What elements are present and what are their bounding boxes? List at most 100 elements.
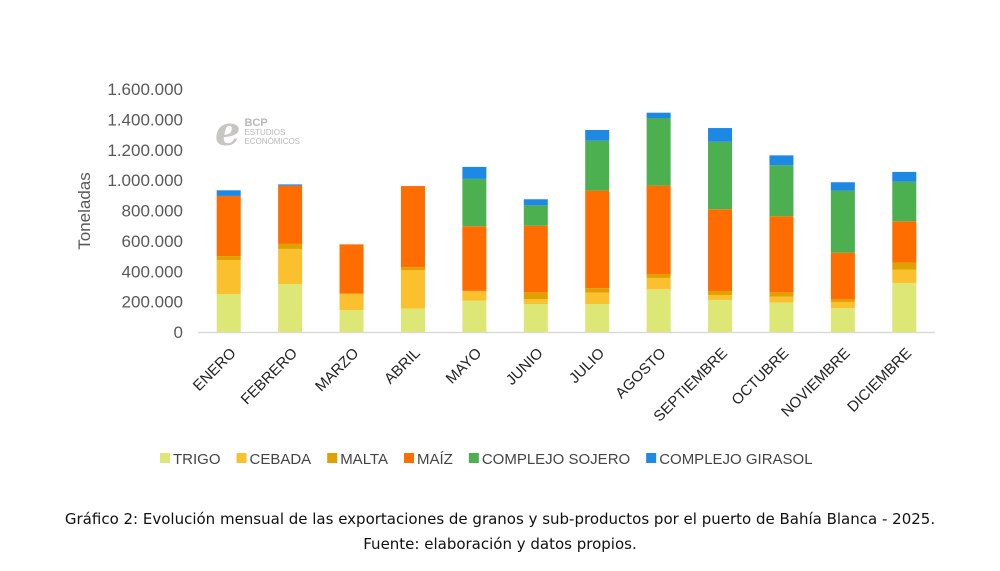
bar-segment: [892, 171, 917, 182]
x-tick-label: OCTUBRE: [728, 345, 792, 409]
bar-segment: [462, 300, 487, 332]
bar-segment: [708, 294, 733, 300]
bar-segment: [585, 190, 610, 289]
y-tick-label: 1.400.000: [107, 110, 183, 129]
bcp-logo: e BCP ESTUDIOS ECONÓMICOS: [215, 108, 301, 155]
logo-line3: ECONÓMICOS: [244, 136, 301, 146]
x-tick-label: FEBRERO: [238, 345, 301, 408]
bar-segment: [585, 130, 610, 141]
bar-segment: [830, 252, 855, 300]
bar-segment: [462, 166, 487, 179]
legend-label: COMPLEJO GIRASOL: [659, 451, 812, 468]
stacked-bar-chart: 0 200.000 400.000 600.000 800.000 1.000.000 1.…: [75, 80, 935, 468]
bar-segment: [339, 294, 364, 310]
bar-segment: [523, 304, 548, 332]
bar-segment: [830, 182, 855, 191]
bar-segment: [769, 302, 794, 332]
y-tick-label: 1.200.000: [107, 141, 183, 160]
legend-label: MALTA: [340, 451, 388, 468]
logo-line1: BCP: [244, 116, 268, 129]
y-tick-label: 1.600.000: [107, 80, 183, 99]
legend-swatch: [646, 453, 657, 463]
legend-swatch: [403, 453, 414, 463]
bar-segment: [708, 290, 733, 295]
bar-segment: [523, 292, 548, 300]
bar-segment: [462, 178, 487, 227]
bar-segment: [585, 288, 610, 293]
caption-source: Fuente: elaboración y datos propios.: [363, 535, 637, 553]
y-axis-title: Toneladas: [75, 172, 94, 250]
bar-segment: [830, 299, 855, 302]
bar-segment: [892, 269, 917, 283]
bar-segment: [278, 284, 303, 332]
y-tick-label: 0: [174, 323, 183, 342]
bar-segment: [769, 292, 794, 297]
y-tick-label: 200.000: [122, 293, 183, 312]
bar-segment: [400, 267, 425, 271]
bar-segment: [646, 185, 671, 274]
bar-segment: [892, 262, 917, 270]
legend-label: TRIGO: [173, 451, 221, 468]
bar-segment: [892, 282, 917, 332]
y-tick-label: 400.000: [122, 262, 183, 281]
bar-segment: [462, 291, 487, 301]
bar-segment: [523, 299, 548, 305]
bar-segment: [646, 277, 671, 290]
legend-label: MAÍZ: [417, 451, 453, 468]
bar-segment: [830, 190, 855, 253]
bar-segment: [339, 244, 364, 294]
legend-swatch: [327, 453, 338, 463]
legend-swatch: [160, 453, 170, 463]
legend-swatch: [236, 453, 247, 463]
bar-segment: [216, 195, 241, 257]
bar-segment: [646, 289, 671, 332]
bar-segment: [769, 165, 794, 217]
bar-segment: [646, 112, 671, 119]
legend-swatch: [468, 453, 479, 463]
y-tick-label: 800.000: [122, 202, 183, 221]
bar-segment: [216, 260, 241, 295]
bar-segment: [278, 243, 303, 249]
bar-segment: [769, 155, 794, 166]
x-tick-label: JUNIO: [503, 345, 547, 389]
bar-segment: [400, 308, 425, 332]
bar-segment: [278, 185, 303, 244]
bar-segment: [646, 118, 671, 186]
bar-segment: [646, 273, 671, 278]
logo-line2: ESTUDIOS: [244, 127, 286, 137]
bar-segment: [216, 294, 241, 332]
x-tick-label: ENERO: [190, 345, 240, 395]
logo-e-icon: e: [215, 108, 241, 155]
bar-segment: [523, 199, 548, 206]
x-tick-label: DICIEMBRE: [844, 345, 915, 416]
bar-segment: [708, 141, 733, 210]
bar-segment: [278, 248, 303, 285]
x-tick-label: JULIO: [566, 345, 608, 387]
bar-segment: [830, 308, 855, 332]
x-tick-label: AGOSTO: [612, 345, 669, 402]
caption-title: Gráfico 2: Evolución mensual de las expo…: [64, 510, 936, 528]
bar-segment: [278, 184, 303, 186]
bar-segment: [769, 296, 794, 303]
bar-segment: [585, 292, 610, 305]
bar-segment: [585, 140, 610, 191]
bar-segment: [892, 181, 917, 222]
bar-segment: [830, 301, 855, 309]
bar-segment: [216, 256, 241, 261]
bar-segment: [216, 190, 241, 196]
x-tick-label: MAYO: [443, 345, 485, 387]
bar-segment: [339, 293, 364, 295]
bar-segment: [708, 299, 733, 332]
bar-segment: [523, 205, 548, 226]
bar-segment: [400, 270, 425, 309]
bar-segment: [708, 128, 733, 142]
bar-segment: [892, 221, 917, 263]
bar-segment: [400, 186, 425, 268]
x-tick-label: MARZO: [312, 345, 362, 395]
bar-segment: [708, 209, 733, 291]
legend-label: COMPLEJO SOJERO: [482, 451, 630, 468]
bar-segment: [585, 304, 610, 332]
y-tick-label: 600.000: [122, 232, 183, 251]
bar-segment: [339, 309, 364, 332]
